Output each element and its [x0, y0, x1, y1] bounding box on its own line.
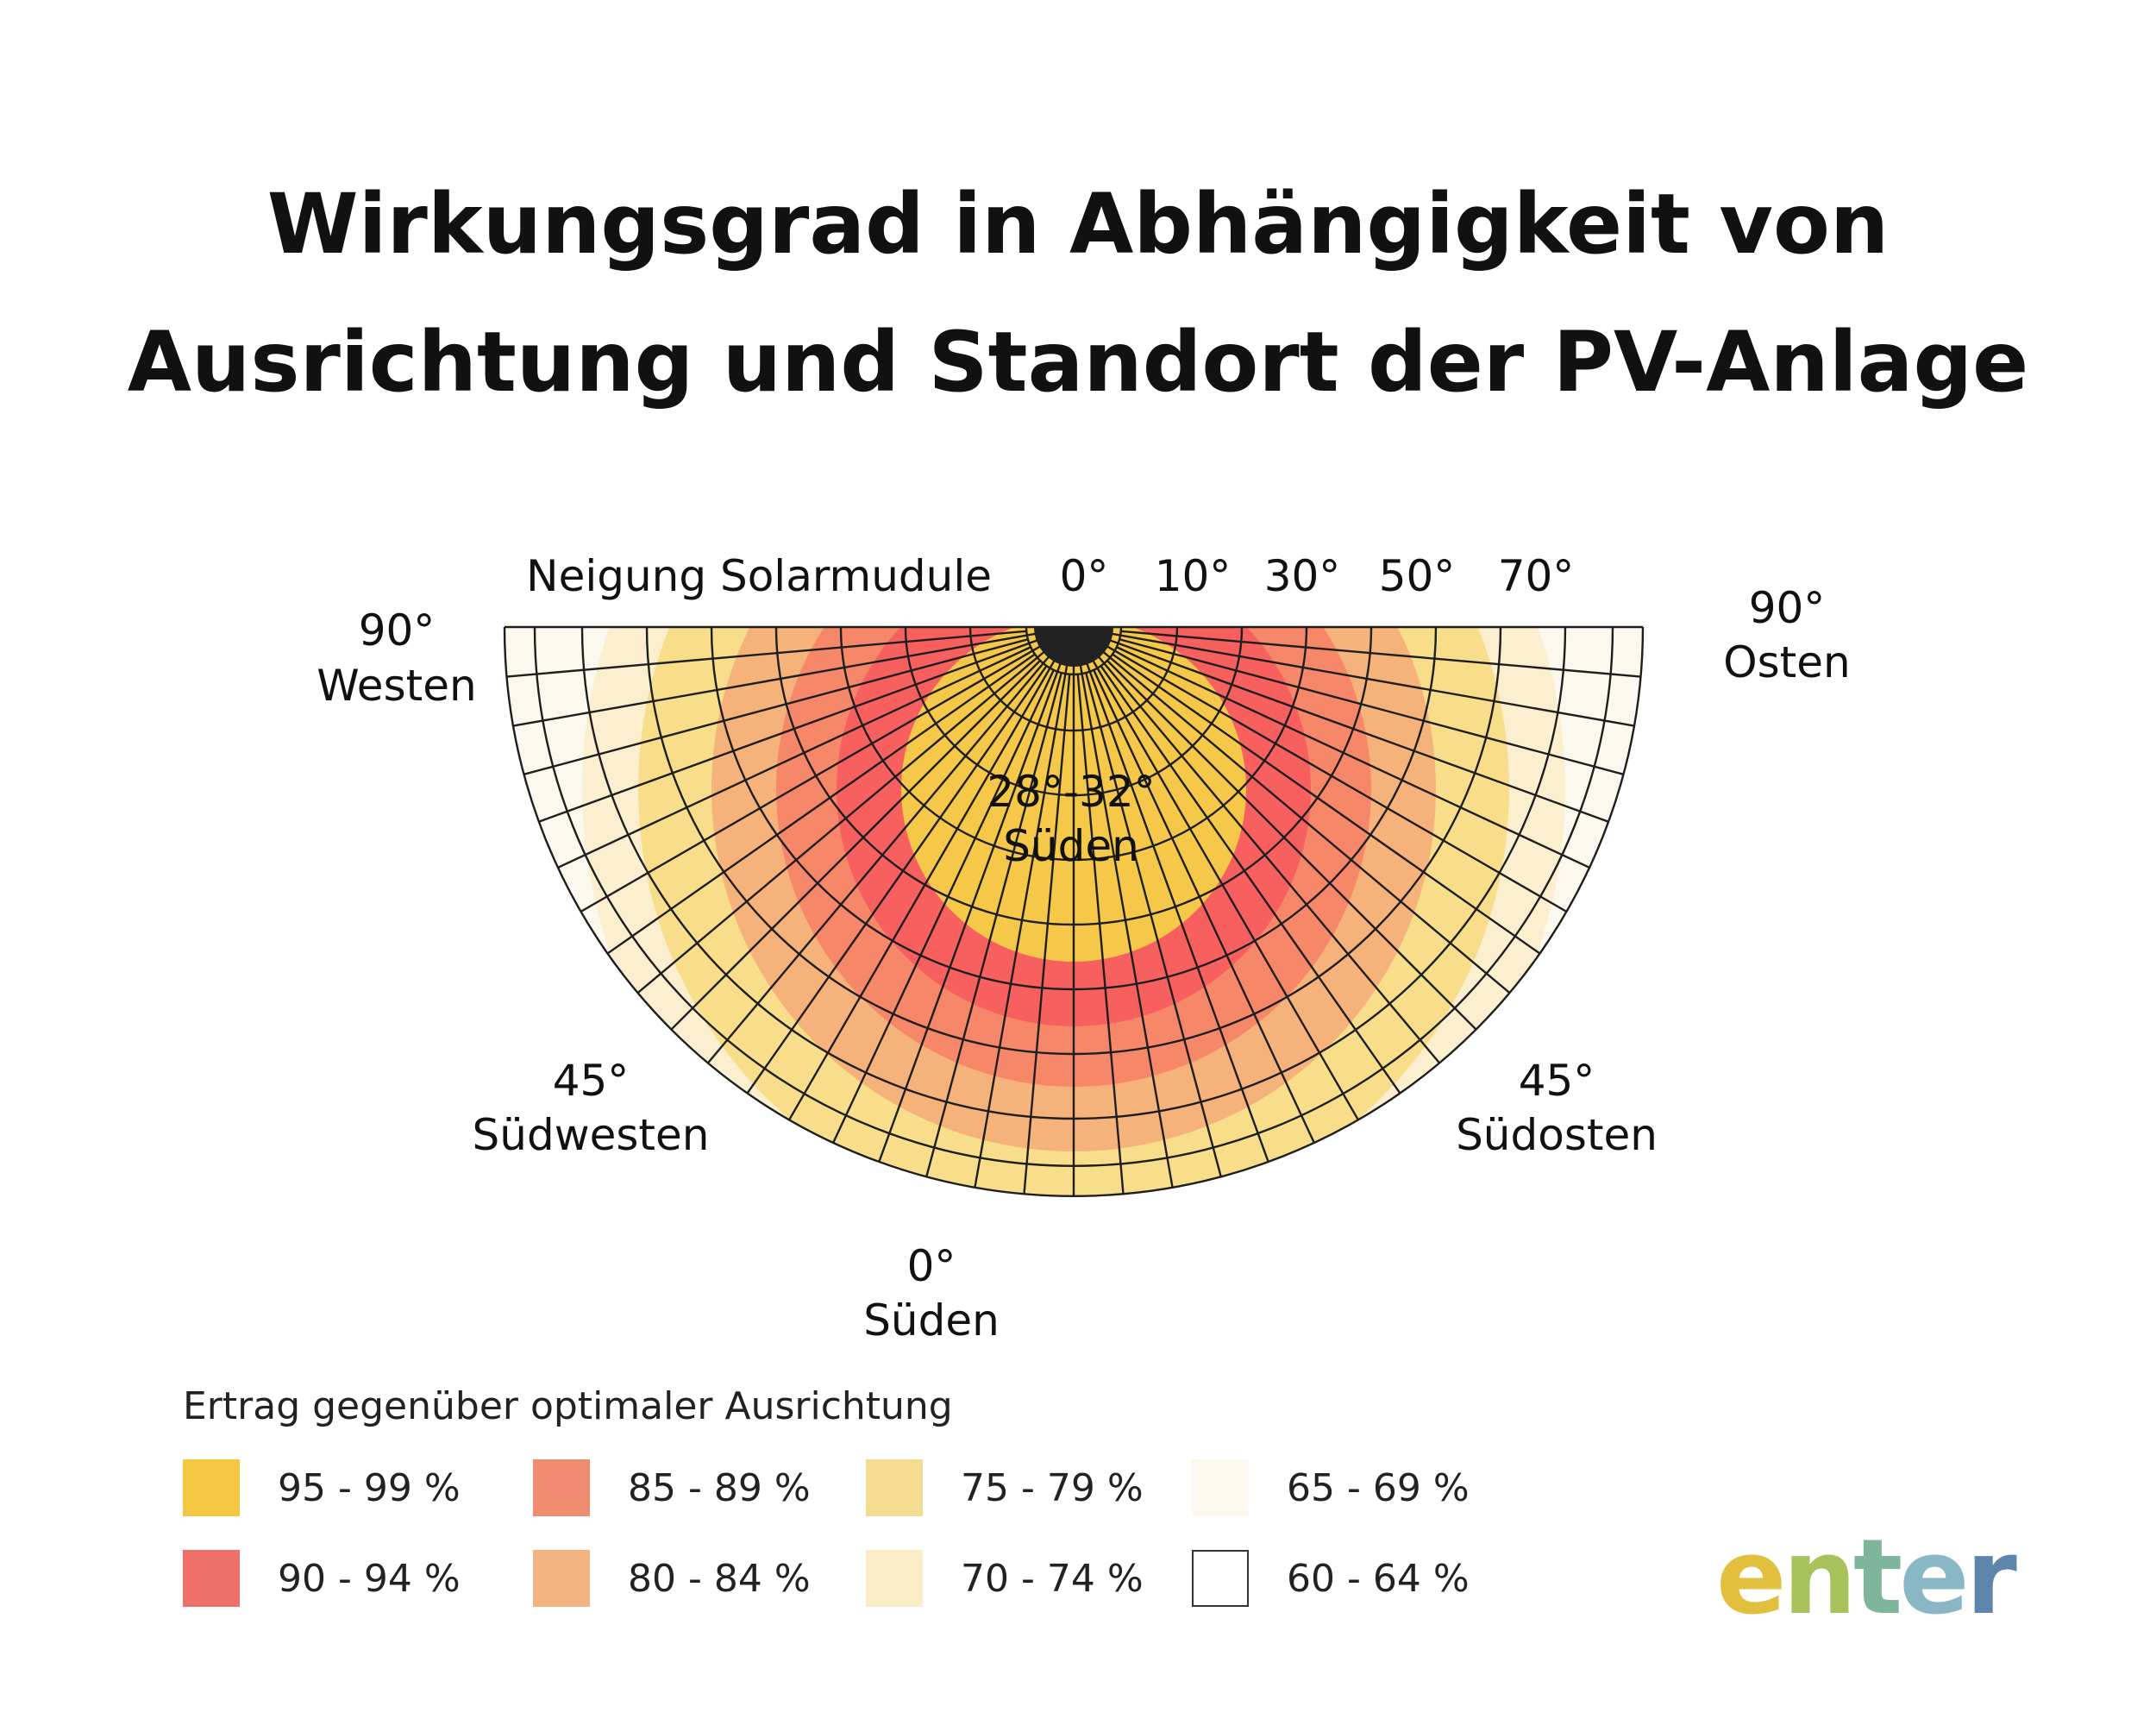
legend-title: Ertrag gegenüber optimaler Ausrichtung — [183, 1384, 953, 1428]
azimuth-subline — [1023, 674, 1071, 1195]
logo-letter: t — [1852, 1518, 1902, 1638]
tilt-tick-50: 50° — [1379, 551, 1456, 601]
legend-swatch — [183, 1550, 240, 1607]
azimuth-line — [1073, 625, 1635, 727]
azimuth-line — [1073, 626, 1441, 1064]
azimuth-subline — [746, 665, 1048, 1095]
legend-label: 70 - 74 % — [961, 1557, 1144, 1601]
azimuth-line — [1072, 626, 1360, 1121]
southeast-angle-label: 45° — [1519, 1056, 1595, 1106]
southwest-angle-label: 45° — [553, 1056, 630, 1106]
south-name-label: Süden — [863, 1295, 1000, 1346]
title-line-1: Wirkungsgrad in Abhängigkeit von — [266, 176, 1890, 273]
west-name-label: Westen — [317, 661, 476, 711]
legend-swatch — [1192, 1550, 1249, 1607]
title-line-2: Ausrichtung und Standort der PV-Anlage — [127, 314, 2029, 411]
enter-logo: enter — [1716, 1518, 2017, 1639]
azimuth-subline — [1076, 674, 1125, 1195]
west-angle-label: 90° — [359, 605, 436, 656]
tilt-tick-0: 0° — [1060, 551, 1109, 601]
azimuth-line — [1072, 626, 1174, 1189]
east-angle-label: 90° — [1749, 583, 1826, 633]
azimuth-subline — [1116, 646, 1590, 869]
azimuth-line — [787, 626, 1075, 1121]
azimuth-subline — [1093, 669, 1316, 1144]
southwest-name-label: Südwesten — [473, 1110, 710, 1160]
legend-swatch — [866, 1550, 923, 1607]
logo-letter: e — [1899, 1518, 1969, 1638]
tilt-axis-label: Neigung Solarmudule — [526, 551, 992, 601]
legend-label: 85 - 89 % — [628, 1466, 811, 1510]
azimuth-line — [538, 625, 1075, 823]
legend-label: 75 - 79 % — [961, 1466, 1144, 1510]
legend-label: 95 - 99 % — [278, 1466, 461, 1510]
tilt-tick-70: 70° — [1498, 551, 1575, 601]
azimuth-line — [878, 626, 1075, 1163]
azimuth-subline — [523, 638, 1029, 775]
optimum-tilt-label: 28°-32° — [987, 767, 1155, 817]
tilt-tick-10: 10° — [1155, 551, 1232, 601]
azimuth-subline — [1119, 638, 1624, 775]
legend-label: 90 - 94 % — [278, 1557, 461, 1601]
azimuth-subline — [670, 660, 1041, 1031]
legend-swatch — [1192, 1459, 1249, 1516]
legend-swatch — [183, 1459, 240, 1516]
legend-swatch — [866, 1459, 923, 1516]
azimuth-subline — [557, 646, 1031, 869]
legend-label: 80 - 84 % — [628, 1557, 811, 1601]
logo-letter: r — [1965, 1518, 2017, 1638]
azimuth-line — [974, 626, 1075, 1189]
azimuth-subline — [1085, 672, 1222, 1177]
azimuth-subline — [606, 653, 1036, 955]
legend-label: 65 - 69 % — [1287, 1466, 1470, 1510]
polar-grid — [503, 625, 1645, 1198]
azimuth-subline — [831, 669, 1055, 1144]
azimuth-line — [706, 626, 1075, 1064]
east-name-label: Osten — [1723, 637, 1850, 687]
optimum-direction-label: Süden — [1003, 821, 1139, 871]
azimuth-subline — [925, 672, 1062, 1177]
azimuth-subline — [506, 630, 1027, 678]
azimuth-subline — [1120, 630, 1641, 678]
legend-label: 60 - 64 % — [1287, 1557, 1470, 1601]
azimuth-line — [1072, 626, 1269, 1163]
center-point — [1034, 627, 1113, 667]
azimuth-subline — [1112, 653, 1541, 955]
logo-letter: n — [1783, 1518, 1856, 1638]
azimuth-subline — [1100, 665, 1401, 1095]
southeast-name-label: Südosten — [1456, 1110, 1658, 1160]
azimuth-subline — [1106, 660, 1477, 1031]
logo-letter: e — [1716, 1518, 1786, 1638]
azimuth-line — [1073, 625, 1609, 823]
legend-swatch — [533, 1459, 590, 1516]
chart-title: Wirkungsgrad in Abhängigkeit von Ausrich… — [0, 155, 2156, 431]
azimuth-line — [636, 626, 1075, 994]
azimuth-line — [580, 625, 1075, 913]
legend-swatch — [533, 1550, 590, 1607]
south-angle-label: 0° — [907, 1241, 956, 1291]
tilt-tick-30: 30° — [1264, 551, 1341, 601]
azimuth-line — [1073, 626, 1511, 994]
azimuth-line — [512, 625, 1075, 727]
azimuth-line — [1073, 625, 1568, 913]
